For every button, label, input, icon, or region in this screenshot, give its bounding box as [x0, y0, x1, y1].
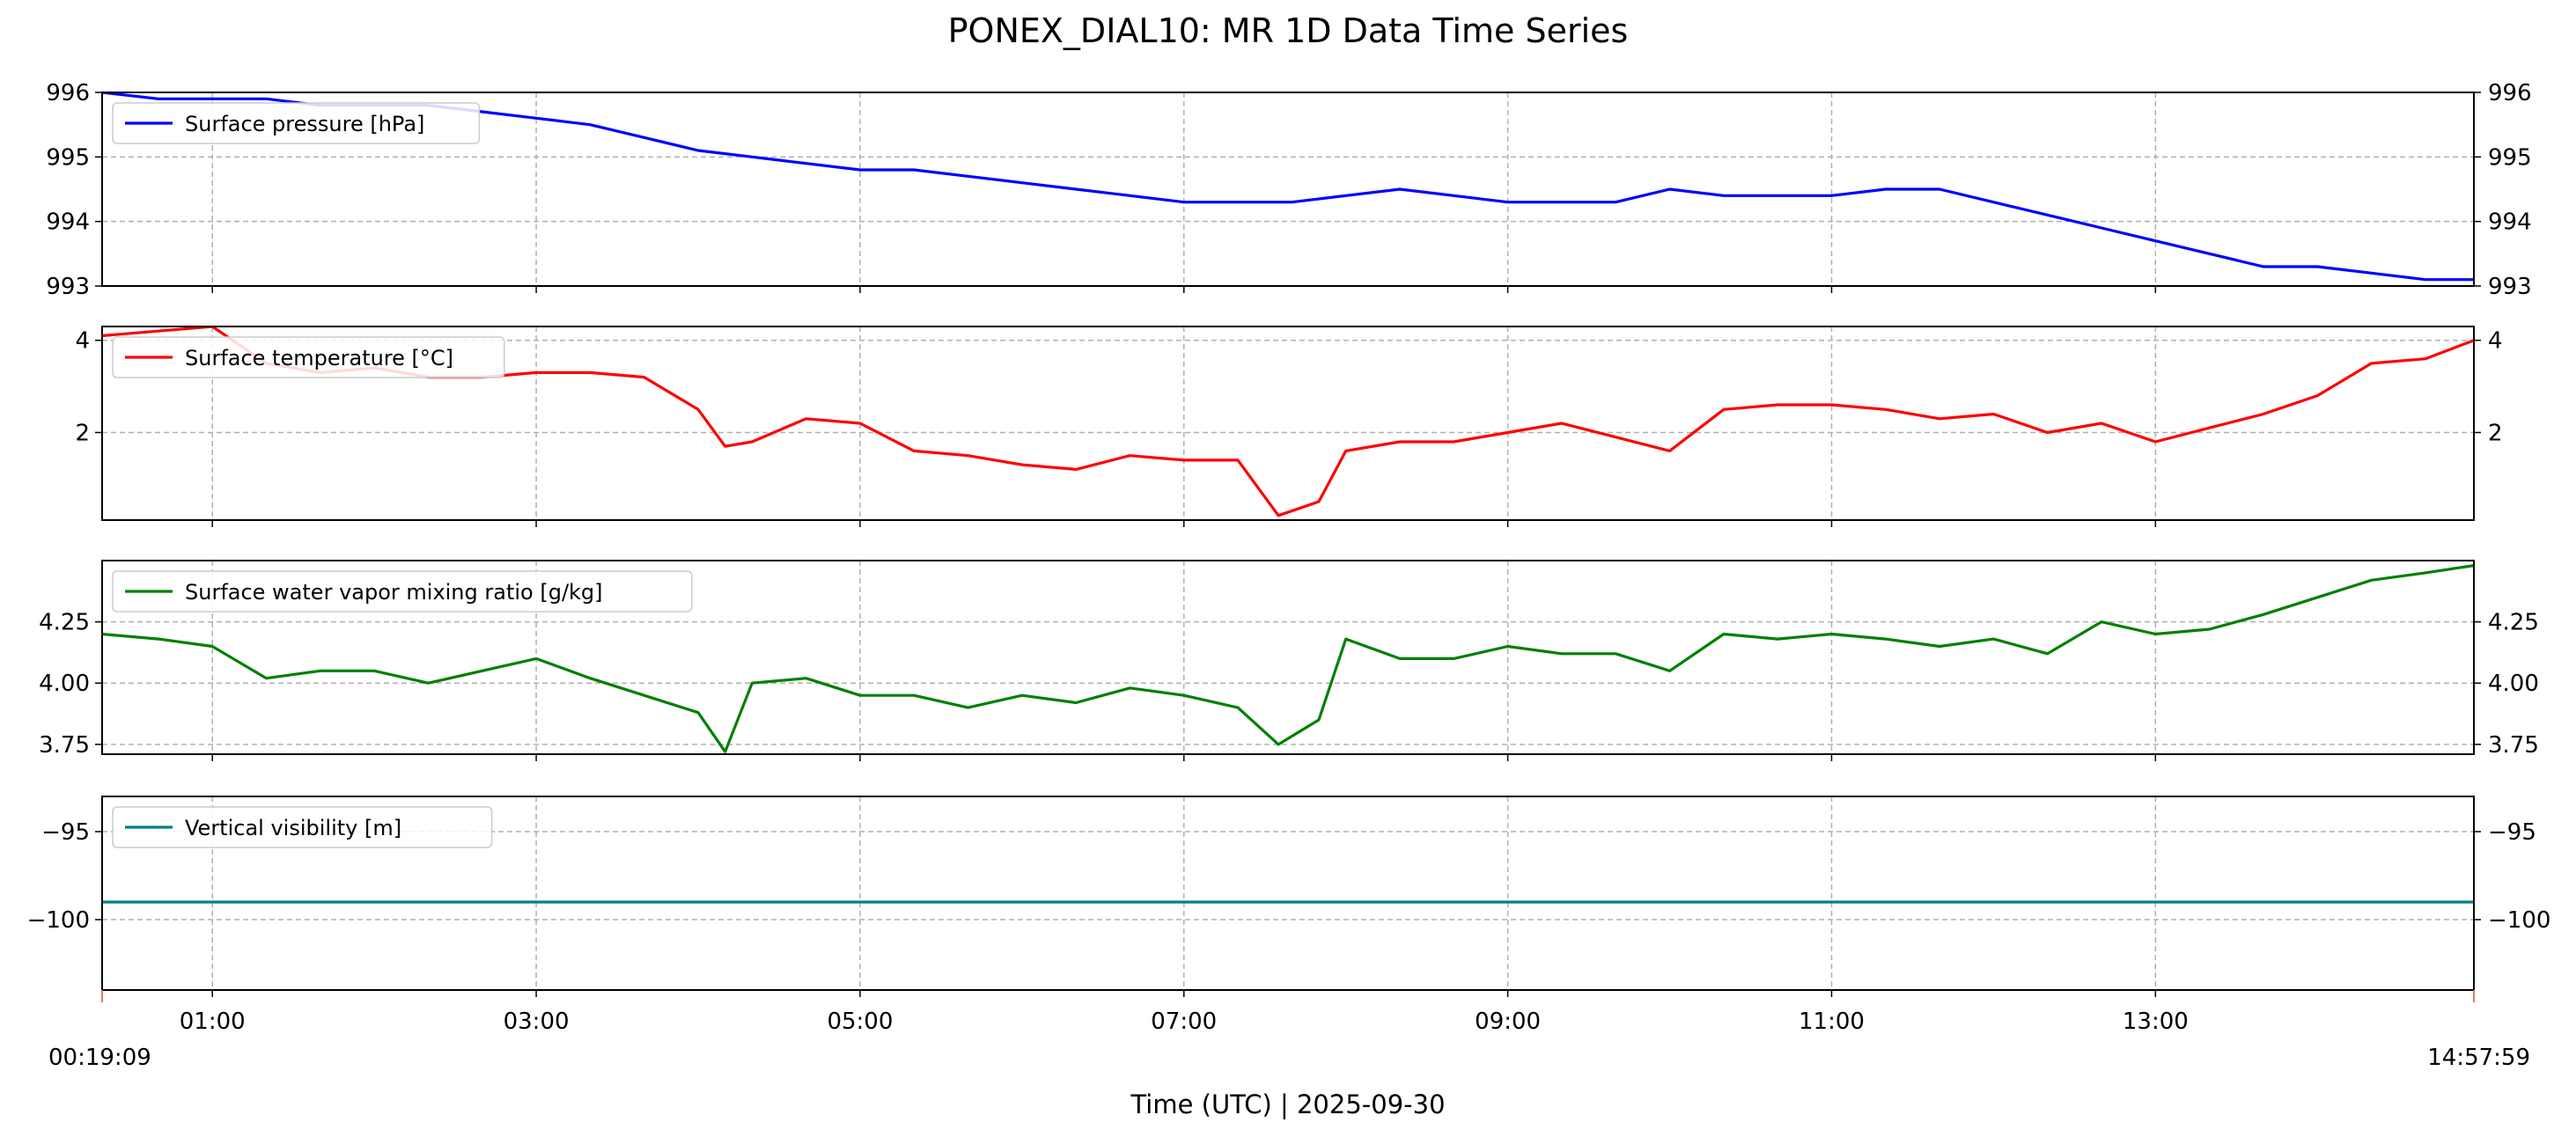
y-tick-label: 4.25 [39, 610, 90, 636]
series-line [102, 326, 2474, 517]
y-tick-label-right: 993 [2488, 274, 2532, 300]
x-start-label: 00:19:09 [48, 1045, 151, 1071]
x-tick-label: 13:00 [2123, 1009, 2189, 1035]
y-tick-label-right: −100 [2488, 907, 2550, 934]
x-tick-label: 05:00 [827, 1009, 893, 1035]
y-tick-label: −100 [27, 907, 90, 934]
x-tick-label: 09:00 [1475, 1009, 1541, 1035]
chart-panels: 993 993 994 994 995 995 996 996 Surface pressure… [27, 80, 2551, 1035]
series-line [102, 92, 2474, 282]
y-tick-label: 994 [46, 209, 90, 236]
y-tick-label: −95 [41, 819, 90, 846]
y-tick-label: 4.00 [39, 671, 90, 697]
panel-4: −100 −100 −95 −95 Vertical visibility [m] 01:… [27, 796, 2550, 1035]
chart-title: PONEX_DIAL10: MR 1D Data Time Series [948, 11, 1629, 50]
axes-frame [101, 326, 2475, 521]
legend-box [112, 570, 693, 613]
axes-frame [101, 560, 2475, 755]
legend-box [112, 336, 505, 378]
y-tick-label-right: 3.75 [2488, 732, 2539, 759]
legend-label: Surface temperature [°C] [185, 346, 453, 370]
y-tick-label: 4 [75, 328, 90, 355]
x-tick-label: 03:00 [504, 1009, 570, 1035]
y-tick-label: 995 [46, 144, 90, 171]
x-end-label: 14:57:59 [2427, 1045, 2530, 1071]
x-axis-label: Time (UTC) | 2025-09-30 [1130, 1089, 1445, 1119]
y-tick-label: 996 [46, 80, 90, 106]
y-tick-label-right: 4 [2488, 328, 2503, 355]
panel-1: 993 993 994 994 995 995 996 996 Surface pressure… [46, 80, 2531, 300]
legend-label: Surface pressure [hPa] [185, 112, 424, 136]
legend-label: Surface water vapor mixing ratio [g/kg] [185, 580, 603, 605]
y-tick-label-right: −95 [2488, 819, 2536, 846]
x-tick-label: 01:00 [180, 1009, 246, 1035]
y-tick-label: 3.75 [39, 732, 90, 759]
y-tick-label-right: 995 [2488, 144, 2532, 171]
y-tick-label-right: 4.25 [2488, 610, 2539, 636]
legend-box [112, 806, 493, 848]
y-tick-label: 993 [46, 274, 90, 300]
axes-frame [101, 92, 2475, 287]
x-tick-label: 11:00 [1799, 1009, 1865, 1035]
y-tick-label-right: 2 [2488, 420, 2503, 446]
axes-frame [101, 796, 2475, 991]
y-tick-label-right: 996 [2488, 80, 2532, 106]
panel-2: 2 2 4 4 Surface temperature [°C] [75, 326, 2503, 527]
y-tick-label-right: 4.00 [2488, 671, 2539, 697]
panel-3: 3.75 3.75 4.00 4.00 4.25 4.25 Surface water va… [39, 560, 2539, 761]
x-tick-label: 07:00 [1151, 1009, 1217, 1035]
legend-label: Vertical visibility [m] [185, 816, 401, 840]
series-line [102, 564, 2474, 753]
y-tick-label: 2 [75, 420, 90, 446]
legend-box [112, 102, 481, 144]
y-tick-label-right: 994 [2488, 209, 2532, 236]
